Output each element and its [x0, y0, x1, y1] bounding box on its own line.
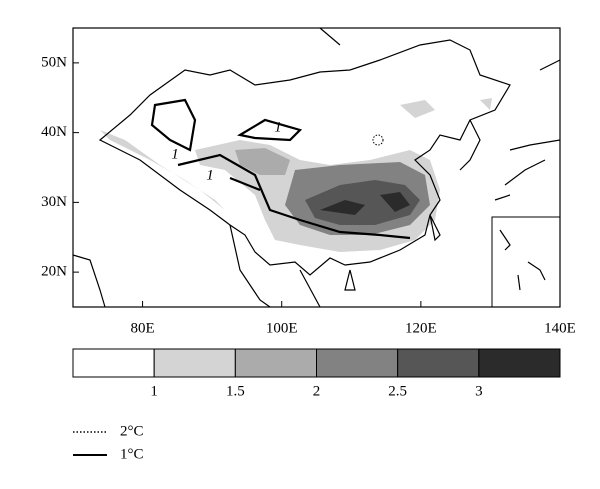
shading [100, 130, 225, 210]
x-tick-label: 100E [266, 320, 298, 336]
coastline [72, 254, 106, 308]
y-tick-label: 40N [41, 124, 67, 140]
colorbar-box [72, 348, 155, 378]
contour-label: 1 [171, 146, 179, 162]
colorbar-label: 3 [475, 383, 483, 399]
contour-1c [150, 98, 197, 152]
colorbar-label: 2.5 [388, 383, 407, 399]
contour-2c [372, 134, 384, 146]
inset-map [491, 216, 561, 308]
coastline [319, 27, 561, 201]
colorbar-label: 1 [150, 383, 158, 399]
coastline [98, 39, 511, 276]
coastline [229, 214, 441, 308]
y-tick-label: 30N [41, 194, 67, 210]
contour-label: 1 [206, 167, 214, 183]
contour-1c [236, 118, 303, 142]
y-tick-label: 20N [41, 264, 67, 280]
colorbar-box [316, 348, 399, 378]
x-tick-label: 120E [405, 320, 437, 336]
coastlines [72, 27, 561, 308]
colorbar-box [397, 348, 480, 378]
colorbar-box [478, 348, 561, 378]
shading [320, 192, 410, 215]
shading [305, 180, 420, 225]
contours [150, 98, 411, 240]
y-tick-label: 50N [41, 54, 67, 70]
contour-label: 1 [274, 119, 282, 135]
colorbar-label: 2 [313, 383, 321, 399]
legend-label: 2°C [120, 423, 144, 439]
colorbar-box [234, 348, 317, 378]
x-tick-label: 80E [130, 320, 154, 336]
x-tick-label: 140E [544, 320, 576, 336]
shading [400, 98, 492, 118]
shading [235, 148, 290, 175]
map-shading [100, 98, 492, 252]
colorbar-box [153, 348, 236, 378]
legend-label: 1°C [120, 446, 144, 462]
contour-1c [177, 153, 411, 240]
map-frame [72, 27, 561, 308]
coastline [499, 229, 546, 291]
colorbar-label: 1.5 [226, 383, 245, 399]
